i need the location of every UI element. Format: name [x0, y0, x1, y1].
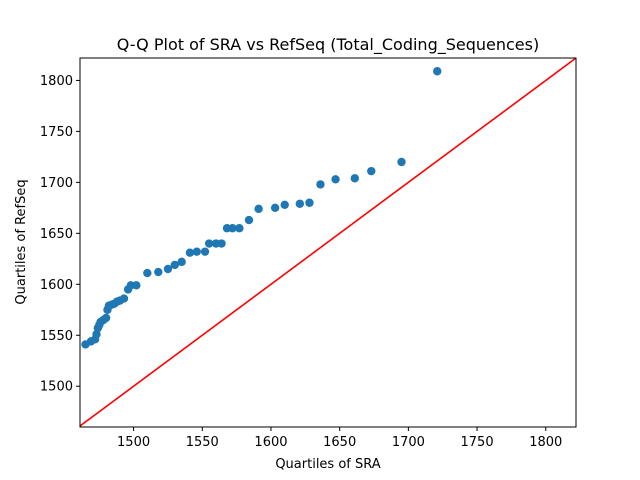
y-axis-ticks: 1500 1550 1600 1650 1700 1750 1800 — [40, 74, 80, 395]
data-point-20 — [143, 268, 152, 278]
data-point-22 — [163, 264, 173, 274]
data-point-30 — [217, 239, 226, 248]
data-point-25 — [185, 248, 195, 257]
data-point-26 — [192, 247, 201, 256]
data-point-9 — [101, 313, 111, 323]
data-point-24 — [177, 257, 186, 267]
data-point-33 — [235, 224, 244, 233]
data-point-39 — [305, 198, 314, 207]
x-axis-ticks: 1500 1550 1600 1650 1700 1750 1800 — [117, 427, 562, 450]
data-point-32 — [228, 224, 237, 233]
data-point-42 — [350, 174, 359, 183]
data-point-16 — [119, 294, 129, 303]
data-point-27 — [200, 247, 210, 256]
y-tick-label: 1600 — [40, 278, 73, 293]
y-tick-label: 1650 — [40, 227, 73, 242]
plot-area — [80, 58, 576, 427]
y-tick-label: 1700 — [40, 176, 73, 191]
data-point-35 — [254, 204, 263, 214]
data-point-37 — [280, 200, 289, 209]
data-point-19 — [132, 281, 141, 290]
axes-frame — [79, 57, 577, 428]
y-tick-label: 1750 — [40, 125, 73, 140]
data-point-21 — [154, 267, 163, 277]
y-tick-label: 1500 — [40, 380, 73, 395]
x-tick-label: 1800 — [529, 435, 562, 450]
data-point-45 — [433, 67, 442, 76]
y-axis-label: Quartiles of RefSeq — [14, 179, 29, 304]
y-tick-label: 1800 — [40, 74, 73, 89]
data-point-23 — [170, 260, 180, 270]
reference-line — [80, 58, 576, 427]
x-tick-label: 1650 — [323, 435, 356, 450]
x-tick-label: 1700 — [392, 435, 425, 450]
data-point-34 — [244, 215, 254, 225]
x-tick-label: 1500 — [117, 435, 150, 450]
data-point-40 — [316, 180, 325, 189]
data-point-41 — [331, 175, 340, 184]
data-point-28 — [204, 239, 214, 248]
y-tick-label: 1550 — [40, 329, 73, 344]
data-point-38 — [295, 199, 305, 208]
chart-title: Q-Q Plot of SRA vs RefSeq (Total_Coding_… — [117, 35, 539, 55]
x-tick-label: 1750 — [461, 435, 494, 450]
x-axis-label: Quartiles of SRA — [275, 457, 380, 472]
data-point-44 — [397, 157, 406, 167]
x-tick-label: 1600 — [254, 435, 287, 450]
x-tick-label: 1550 — [186, 435, 219, 450]
data-point-43 — [367, 166, 376, 176]
data-point-36 — [270, 203, 280, 213]
